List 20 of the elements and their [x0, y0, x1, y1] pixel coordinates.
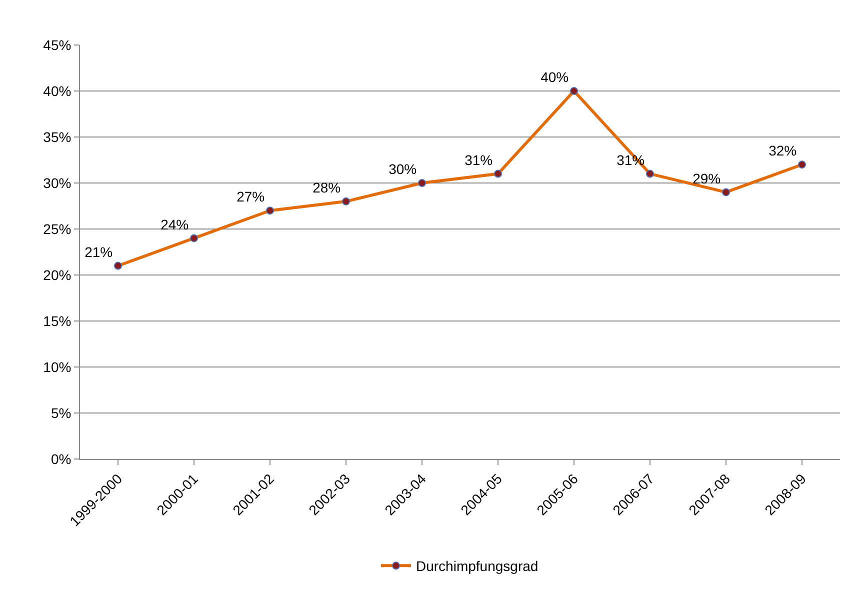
data-label: 27% [236, 188, 265, 205]
y-tick-label: 15% [43, 312, 72, 329]
data-label: 28% [312, 180, 341, 196]
y-tick-label: 10% [43, 358, 72, 375]
legend-label: Durchimpfungsgrad [416, 558, 538, 574]
data-label: 31% [464, 152, 493, 168]
y-tick-label: 25% [43, 220, 72, 237]
y-tick-label: 40% [43, 82, 72, 99]
data-label: 21% [84, 244, 113, 260]
y-tick-label: 35% [43, 128, 72, 145]
y-tick-label: 30% [43, 174, 72, 191]
data-label: 30% [388, 161, 417, 178]
data-label: 32% [768, 142, 797, 159]
data-label: 40% [540, 69, 569, 86]
y-tick-label: 20% [43, 266, 72, 283]
data-label: 29% [692, 170, 721, 186]
y-tick-label: 5% [50, 404, 72, 421]
y-tick-label: 45% [43, 36, 72, 53]
y-tick-label: 0% [50, 450, 72, 467]
data-label: 24% [160, 216, 189, 232]
